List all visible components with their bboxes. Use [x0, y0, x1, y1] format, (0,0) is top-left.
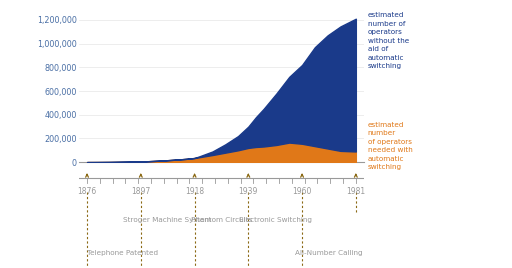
Text: 1897: 1897 — [131, 187, 151, 196]
Text: estimated
number
of operators
needed with
automatic
switching: estimated number of operators needed wit… — [368, 122, 412, 170]
Text: Phantom Circuits: Phantom Circuits — [191, 217, 252, 223]
Text: 1918: 1918 — [185, 187, 204, 196]
Text: Electronic Switching: Electronic Switching — [239, 217, 312, 223]
Text: 1981: 1981 — [346, 187, 366, 196]
Text: estimated
number of
operators
without the
aid of
automatic
switching: estimated number of operators without th… — [368, 12, 409, 69]
Text: 1939: 1939 — [239, 187, 258, 196]
Text: Stroger Machine System: Stroger Machine System — [123, 217, 212, 223]
Text: 1876: 1876 — [77, 187, 97, 196]
Text: Telephone Patented: Telephone Patented — [87, 250, 158, 256]
Text: 1960: 1960 — [292, 187, 312, 196]
Text: All-Number Calling: All-Number Calling — [295, 250, 363, 256]
